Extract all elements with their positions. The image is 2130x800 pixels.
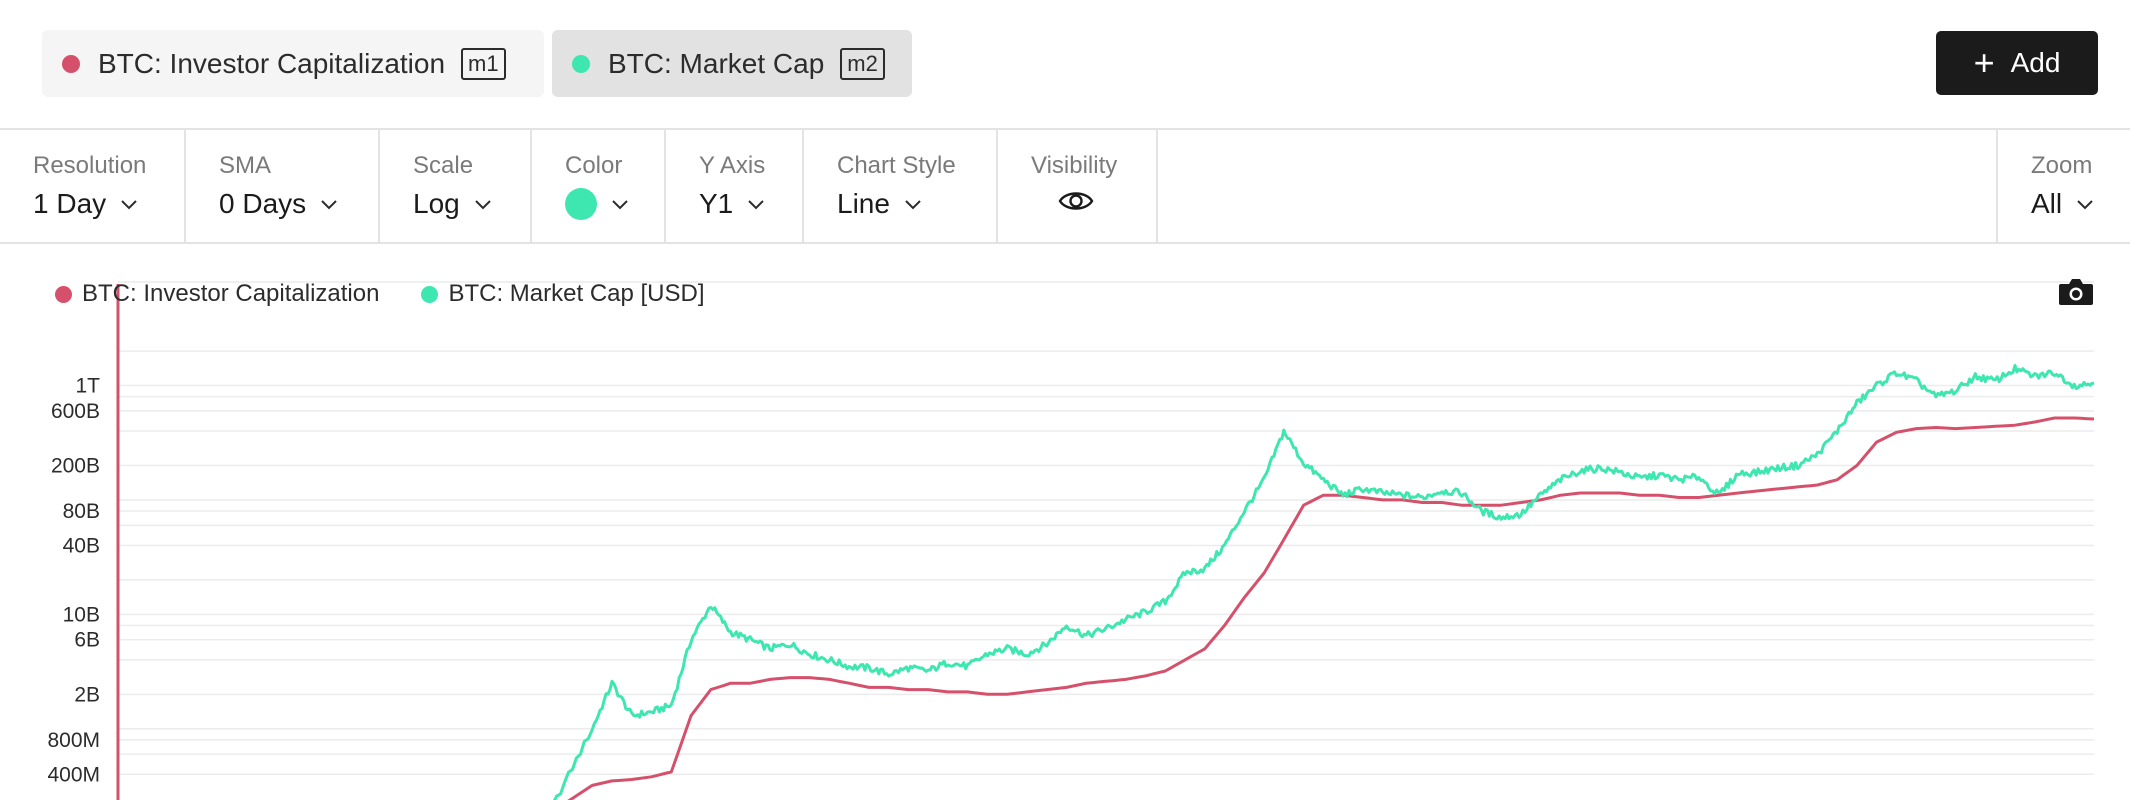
chart-style-dropdown[interactable]: Chart Style Line [804,130,998,242]
y-axis-value: Y1 [699,188,734,219]
chevron-down-icon [905,199,921,209]
resolution-label: Resolution [33,152,147,179]
scale-label: Scale [413,152,474,179]
y-tick-label: 600B [51,400,100,423]
chevron-down-icon [121,199,137,209]
legend-color-dot [55,285,72,303]
metric-color-dot [62,54,80,73]
metric-tab-investor-cap[interactable]: BTC: Investor Capitalization m1 [42,30,544,97]
chevron-down-icon [475,199,491,209]
legend-color-dot [421,285,439,303]
color-picker[interactable]: Color [532,130,666,242]
legend-label: BTC: Investor Capitalization [82,280,380,307]
chart-style-label: Chart Style [837,152,956,179]
metric-label: BTC: Investor Capitalization [98,47,446,79]
legend-item-market-cap[interactable]: BTC: Market Cap [USD] [421,280,705,308]
zoom-label: Zoom [2031,152,2093,179]
y-tick-label: 1T [75,375,100,398]
resolution-dropdown[interactable]: Resolution 1 Day [0,130,186,242]
y-axis-label: Y Axis [699,152,766,179]
y-tick-label: 400M [47,763,100,786]
legend-label: BTC: Market Cap [USD] [448,280,705,307]
chevron-down-icon [2077,199,2093,209]
add-button-label: Add [2010,47,2061,78]
y-tick-label: 6B [74,629,100,652]
color-swatch [565,188,597,220]
zoom-value: All [2031,188,2063,219]
plus-icon: + [1973,42,1995,83]
metric-key-badge: m1 [461,47,506,80]
metric-tab-market-cap[interactable]: BTC: Market Cap m2 [552,30,912,97]
y-tick-label: 800M [47,729,100,752]
eye-icon [1058,192,1094,210]
y-tick-label: 10B [63,603,100,626]
scale-value: Log [413,188,460,219]
chart-style-value: Line [837,188,890,219]
metrics-bar: BTC: Investor Capitalization m1 BTC: Mar… [0,0,2130,130]
zoom-dropdown[interactable]: Zoom All [1996,130,2130,242]
color-label: Color [565,152,623,179]
legend-item-investor-cap[interactable]: BTC: Investor Capitalization [55,280,379,308]
chart-area: 1T 600B 200B 80B 40B 10B 6B 2B 800M 400M BTC: Inv… [0,244,2130,800]
sma-value: 0 Days [219,188,307,219]
scale-dropdown[interactable]: Scale Log [380,130,532,242]
metric-label: BTC: Market Cap [608,47,825,79]
y-tick-label: 40B [63,534,100,557]
chart-options-toolbar: Resolution 1 Day SMA 0 Days Scale Log Co… [0,130,2130,244]
y-tick-label: 2B [74,683,100,706]
sma-label: SMA [219,152,272,179]
visibility-toggle[interactable]: Visibility [998,130,1158,242]
metric-color-dot [572,54,590,73]
resolution-value: 1 Day [33,188,107,219]
camera-icon[interactable] [2058,276,2094,306]
series-line-investor-cap [567,416,2095,800]
chevron-down-icon [612,199,628,209]
chart-legend: BTC: Investor Capitalization BTC: Market… [55,280,747,308]
y-tick-label: 80B [63,500,100,523]
add-metric-button[interactable]: + Add [1936,31,2098,95]
sma-dropdown[interactable]: SMA 0 Days [186,130,380,242]
chevron-down-icon [748,199,764,209]
chevron-down-icon [321,199,337,209]
series-line-market-cap [552,364,2095,800]
y-axis-dropdown[interactable]: Y Axis Y1 [666,130,804,242]
y-tick-label: 200B [51,454,100,477]
metric-key-badge: m2 [840,47,885,80]
visibility-label: Visibility [1031,152,1118,179]
